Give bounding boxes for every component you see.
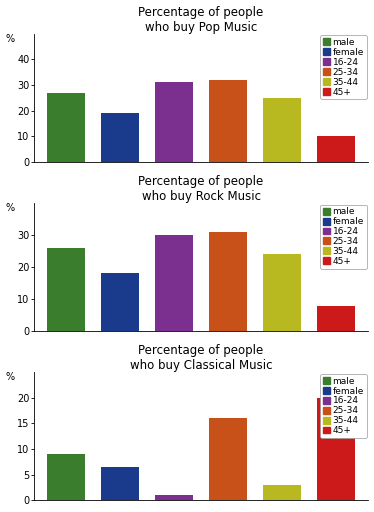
Bar [101,467,139,500]
Bar [317,136,355,162]
Y-axis label: %: % [6,203,15,213]
Bar [101,273,139,331]
Bar [263,254,301,331]
Y-axis label: %: % [6,372,15,382]
Bar [155,82,193,162]
Legend: male, female, 16-24, 25-34, 35-44, 45+: male, female, 16-24, 25-34, 35-44, 45+ [320,205,367,269]
Y-axis label: %: % [6,34,15,44]
Legend: male, female, 16-24, 25-34, 35-44, 45+: male, female, 16-24, 25-34, 35-44, 45+ [320,35,367,99]
Bar [263,485,301,500]
Bar [209,232,247,331]
Title: Percentage of people
who buy Rock Music: Percentage of people who buy Rock Music [138,175,264,203]
Title: Percentage of people
who buy Classical Music: Percentage of people who buy Classical M… [130,344,272,372]
Bar [101,113,139,162]
Bar [47,93,85,162]
Bar [47,454,85,500]
Bar [317,398,355,500]
Legend: male, female, 16-24, 25-34, 35-44, 45+: male, female, 16-24, 25-34, 35-44, 45+ [320,374,367,438]
Bar [155,495,193,500]
Bar [209,418,247,500]
Bar [263,98,301,162]
Bar [155,235,193,331]
Title: Percentage of people
who buy Pop Music: Percentage of people who buy Pop Music [138,6,264,34]
Bar [209,80,247,162]
Bar [47,248,85,331]
Bar [317,306,355,331]
